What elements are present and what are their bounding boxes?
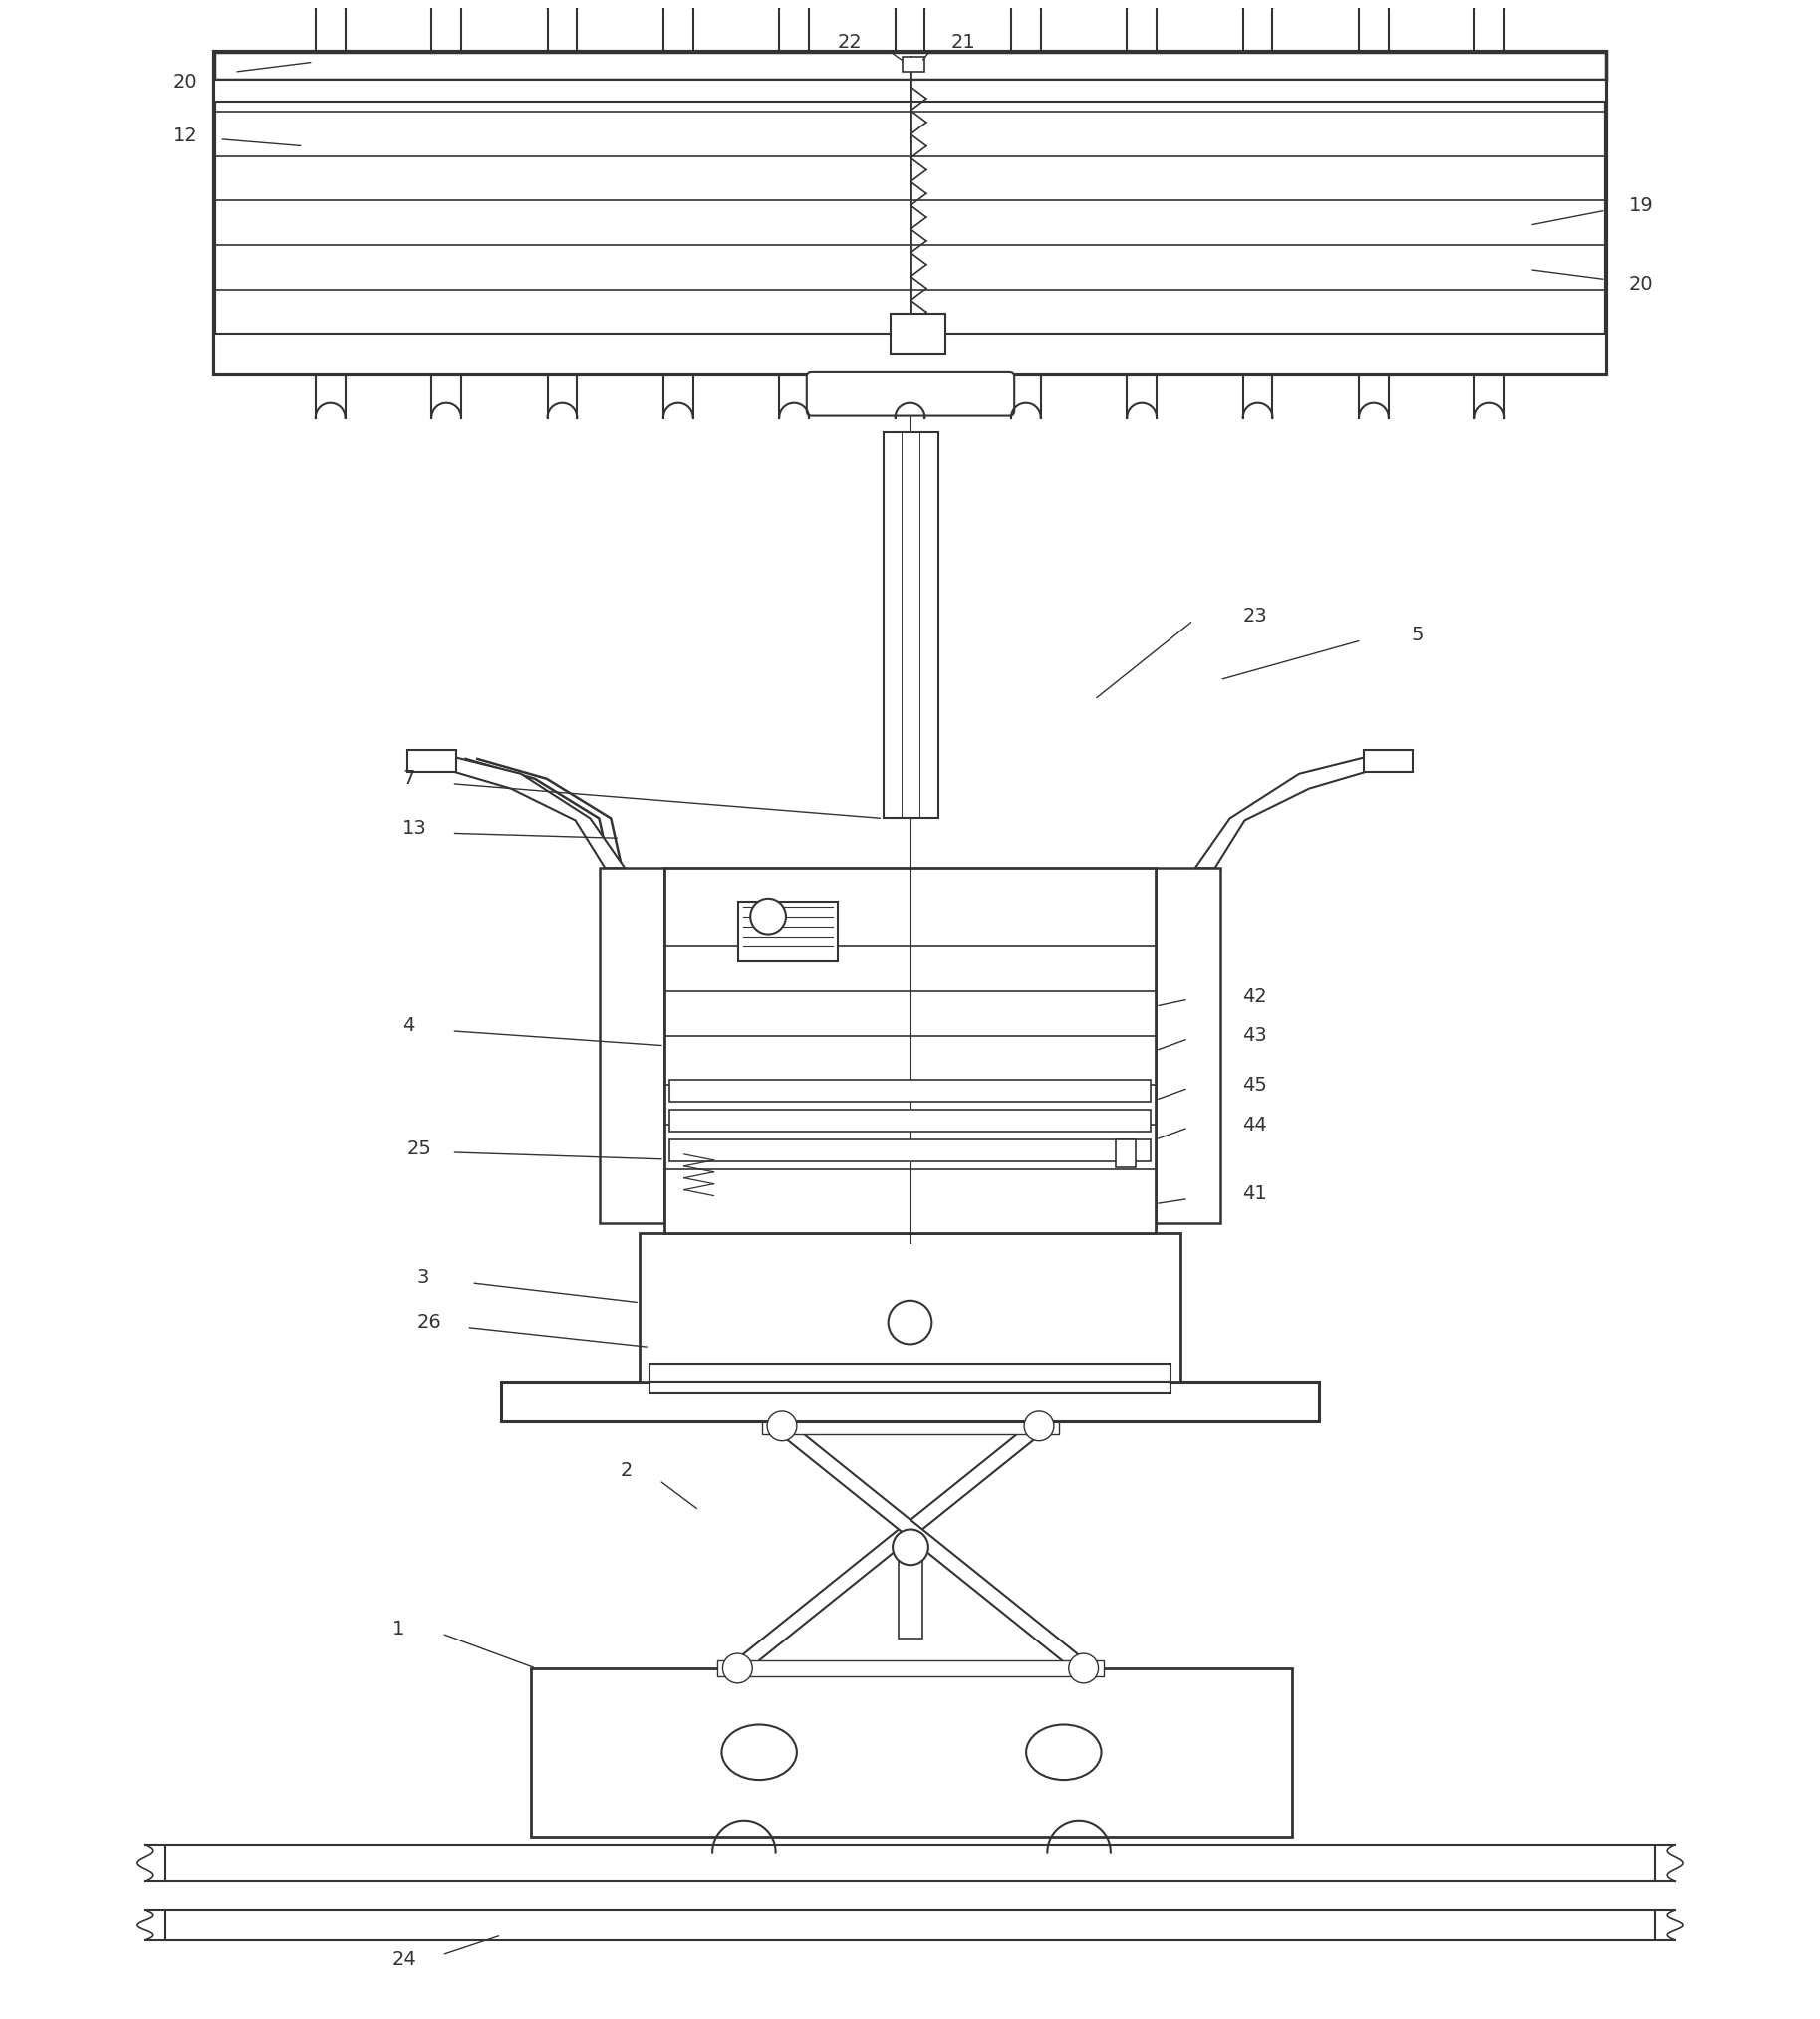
Text: 41: 41 (1243, 1185, 1267, 1203)
Text: 2: 2 (621, 1462, 632, 1480)
Text: 13: 13 (402, 818, 428, 838)
Circle shape (892, 1530, 928, 1565)
Bar (664, 868, 1156, 1234)
Bar (215, 81, 1605, 101)
Bar (650, 1365, 1170, 1381)
Text: 20: 20 (1629, 275, 1653, 295)
Bar (903, 57, 925, 73)
Text: 45: 45 (1243, 1076, 1267, 1094)
Bar (739, 902, 837, 961)
Text: 24: 24 (393, 1950, 417, 1969)
Circle shape (768, 1411, 797, 1442)
Text: 20: 20 (173, 73, 198, 91)
Text: 12: 12 (173, 127, 198, 145)
Polygon shape (726, 1425, 1050, 1668)
Bar (670, 1080, 1150, 1102)
Bar (408, 749, 457, 771)
Text: 25: 25 (408, 1141, 431, 1159)
Bar (763, 1417, 1059, 1433)
Text: 22: 22 (837, 32, 863, 52)
Bar (1116, 1139, 1136, 1167)
Circle shape (723, 1654, 752, 1684)
Bar (531, 1668, 1292, 1837)
Bar (885, 432, 937, 818)
Bar (650, 1381, 1170, 1393)
Bar (601, 868, 664, 1224)
Polygon shape (770, 1425, 1096, 1668)
Ellipse shape (1026, 1724, 1101, 1781)
Text: 1: 1 (393, 1619, 404, 1637)
Bar (215, 52, 1605, 81)
Bar (166, 1843, 1654, 1882)
Bar (717, 1660, 1103, 1676)
Text: 7: 7 (402, 769, 415, 787)
Bar (890, 315, 945, 353)
Text: 3: 3 (417, 1268, 430, 1288)
Bar (1363, 749, 1412, 771)
Bar (501, 1381, 1319, 1421)
Text: 44: 44 (1243, 1114, 1267, 1135)
Bar (215, 52, 1605, 374)
Text: 4: 4 (402, 1016, 415, 1036)
Circle shape (1025, 1411, 1054, 1442)
Circle shape (888, 1300, 932, 1345)
Bar (1156, 868, 1219, 1224)
Bar (639, 1234, 1181, 1381)
Text: 42: 42 (1243, 987, 1267, 1005)
Bar (215, 333, 1605, 374)
Bar (166, 1910, 1654, 1940)
Bar (899, 1536, 923, 1639)
Text: 5: 5 (1410, 626, 1423, 644)
Ellipse shape (723, 1724, 797, 1781)
Bar (670, 1139, 1150, 1161)
Text: 19: 19 (1629, 196, 1653, 214)
Polygon shape (417, 753, 624, 868)
Circle shape (750, 898, 786, 935)
Text: 21: 21 (952, 32, 976, 52)
FancyBboxPatch shape (806, 371, 1014, 416)
Bar (670, 1110, 1150, 1131)
Text: 43: 43 (1243, 1026, 1267, 1046)
Circle shape (1068, 1654, 1097, 1684)
Text: 23: 23 (1243, 606, 1267, 626)
Text: 26: 26 (417, 1312, 442, 1333)
Polygon shape (1196, 753, 1403, 868)
